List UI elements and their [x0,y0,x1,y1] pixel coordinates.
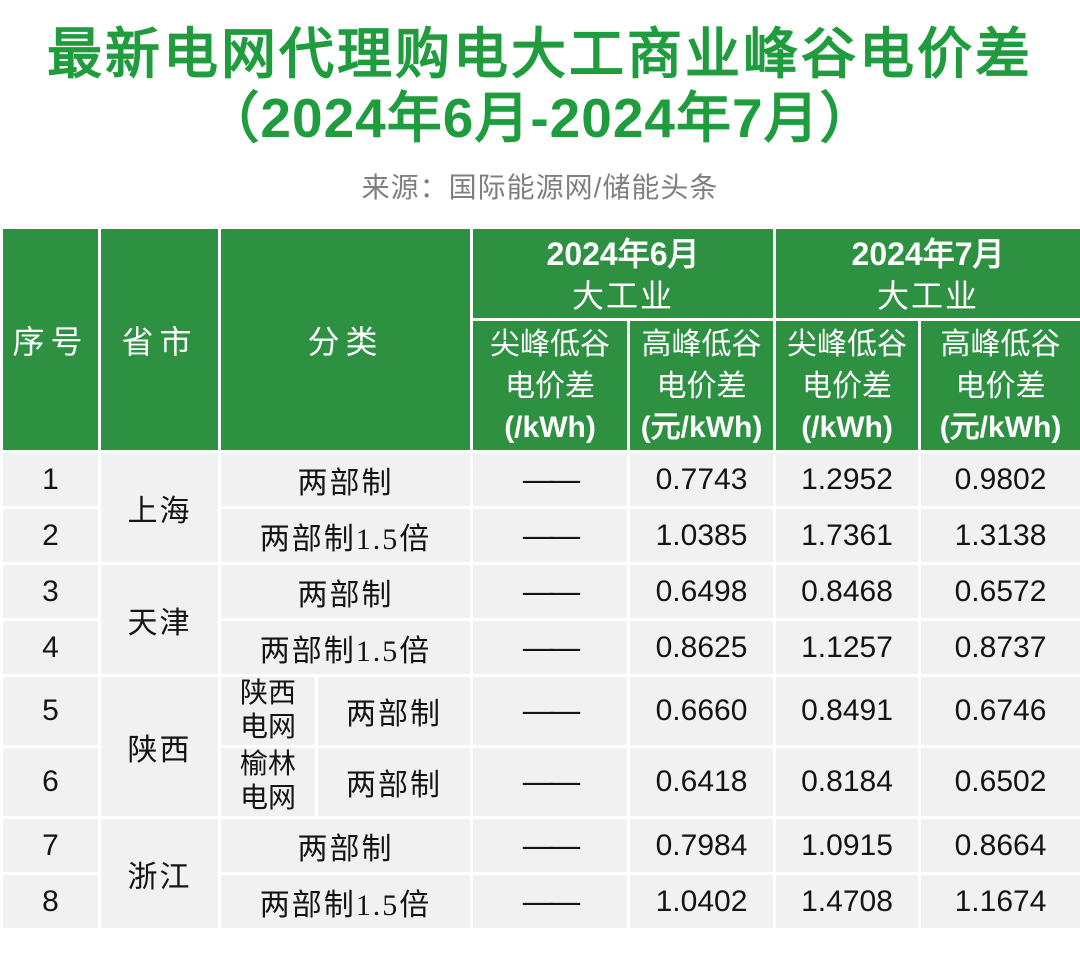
seq-cell: 8 [0,872,101,931]
value-cell: —— [470,450,631,509]
sub-label: 高峰低谷 电价差 [940,327,1061,403]
value-cell: 0.8491 [773,674,922,748]
header-category: 分类 [217,226,474,453]
table-row: 7 浙江 两部制 —— 0.7984 1.0915 0.8664 [0,816,1080,931]
province-cell: 浙江 [98,816,221,931]
sub-label: 尖峰低谷 电价差 [787,327,908,403]
value-cell: 0.8468 [773,562,922,621]
value-cell: 1.1674 [918,872,1080,931]
table-body: 1 上海 两部制 —— 0.7743 1.2952 0.9802 2 两部制1.… [0,450,1080,931]
table-row: 8 两部制1.5倍 —— 1.0402 1.4708 1.1674 [0,872,1080,931]
value-cell: 1.0915 [773,816,922,875]
seq-cell: 7 [0,816,101,875]
value-cell: 1.7361 [773,506,922,565]
header-group-june-month: 2024年6月 [546,235,700,272]
value-cell: 0.6418 [627,745,777,819]
seq-cell: 3 [0,562,101,621]
table-row: 1 上海 两部制 —— 0.7743 1.2952 0.9802 [0,450,1080,565]
header-sub-july-peak: 尖峰低谷 电价差 (/kWh) [773,318,922,453]
header-group-july-month: 2024年7月 [851,235,1005,272]
sub-label: 高峰低谷 电价差 [641,327,762,403]
category-cell: 两部制1.5倍 [217,872,474,931]
category-cell: 两部制 [314,674,474,748]
header-sub-june-peak: 尖峰低谷 电价差 (/kWh) [470,318,631,453]
price-table: 序号 省市 分类 2024年6月 大工业 2024年7月 大工业 尖峰低谷 电价… [0,226,1080,931]
value-cell: —— [470,816,631,875]
value-cell: 1.3138 [918,506,1080,565]
value-cell: 0.8664 [918,816,1080,875]
sub-unit: (元/kWh) [939,410,1062,444]
value-cell: 1.1257 [773,618,922,677]
seq-cell: 1 [0,450,101,509]
grid-cell: 榆林 电网 [218,745,318,819]
value-cell: 0.6502 [918,745,1080,819]
header-group-july: 2024年7月 大工业 [773,226,1080,321]
sub-unit: (/kWh) [504,410,596,444]
table-row: 3 天津 两部制 —— 0.6498 0.8468 0.6572 [0,562,1080,677]
category-cell: 两部制1.5倍 [217,506,474,565]
header-row-groups: 序号 省市 分类 2024年6月 大工业 2024年7月 大工业 [0,226,1080,453]
value-cell: —— [470,745,631,819]
province-cell: 陕西 [98,674,221,819]
value-cell: 0.6746 [918,674,1080,748]
value-cell: 0.7984 [627,816,777,875]
value-cell: 0.6572 [918,562,1080,621]
value-cell: —— [470,872,631,931]
sub-unit: (元/kWh) [640,410,763,444]
category-cell: 两部制 [314,745,474,819]
seq-cell: 5 [0,674,101,748]
page-title-line1: 最新电网代理购电大工商业峰谷电价差 [46,23,1033,85]
value-cell: 1.0385 [627,506,777,565]
sub-unit: (/kWh) [801,410,893,444]
seq-cell: 2 [0,506,101,565]
table-row: 4 两部制1.5倍 —— 0.8625 1.1257 0.8737 [0,618,1080,677]
value-cell: —— [470,674,631,748]
table-row: 2 两部制1.5倍 —— 1.0385 1.7361 1.3138 [0,506,1080,565]
value-cell: —— [470,618,631,677]
header-index: 序号 [0,226,101,453]
value-cell: 0.6498 [627,562,777,621]
category-cell: 两部制 [217,450,474,509]
seq-cell: 4 [0,618,101,677]
value-cell: 0.8737 [918,618,1080,677]
value-cell: 1.2952 [773,450,922,509]
value-cell: 1.0402 [627,872,777,931]
province-cell: 上海 [98,450,221,565]
value-cell: —— [470,506,631,565]
value-cell: 1.4708 [773,872,922,931]
page-title-line2: （2024年6月-2024年7月） [204,87,876,149]
header-row-subs: 尖峰低谷 电价差 (/kWh) 高峰低谷 电价差 (元/kWh) 尖峰低谷 电价… [2,318,1080,453]
seq-cell: 6 [0,745,101,819]
province-cell: 天津 [98,562,221,677]
grid-cell: 陕西 电网 [218,674,318,748]
category-cell: 两部制 [217,816,474,875]
value-cell: —— [470,562,631,621]
page-title: 最新电网代理购电大工商业峰谷电价差 （2024年6月-2024年7月） [0,0,1080,150]
value-cell: 0.9802 [918,450,1080,509]
value-cell: 0.8184 [773,745,922,819]
table-row: 6 榆林 电网 两部制 —— 0.6418 0.8184 0.6502 [0,745,1080,819]
header-sub-june-high: 高峰低谷 电价差 (元/kWh) [627,318,777,453]
header-sub-july-high: 高峰低谷 电价差 (元/kWh) [918,318,1080,453]
sub-label: 尖峰低谷 电价差 [490,327,611,403]
category-cell: 两部制1.5倍 [217,618,474,677]
table-header: 序号 省市 分类 2024年6月 大工业 2024年7月 大工业 尖峰低谷 电价… [0,226,1080,453]
header-province: 省市 [98,226,221,453]
header-group-june-industry: 大工业 [572,277,675,314]
category-cell: 两部制 [217,562,474,621]
header-group-june: 2024年6月 大工业 [470,226,777,321]
value-cell: 0.6660 [627,674,777,748]
source-caption: 来源：国际能源网/储能头条 [361,172,719,203]
table-row: 5 陕西 陕西 电网 两部制 —— 0.6660 0.8491 0.6746 [0,674,1080,819]
value-cell: 0.8625 [627,618,777,677]
value-cell: 0.7743 [627,450,777,509]
header-group-july-industry: 大工业 [877,277,980,314]
